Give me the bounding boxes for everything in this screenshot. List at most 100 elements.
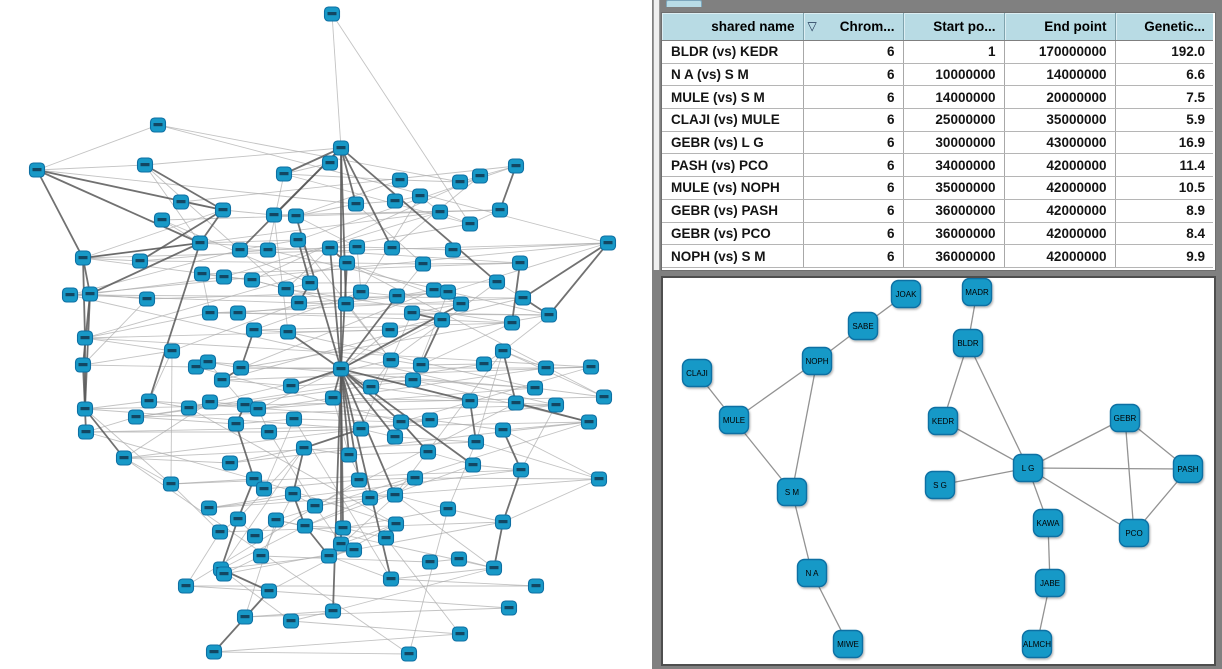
network-node[interactable] — [301, 275, 319, 291]
network-node[interactable] — [512, 462, 530, 478]
network-node[interactable] — [277, 281, 295, 297]
main-network-panel[interactable] — [0, 0, 652, 669]
network-edge[interactable] — [84, 312, 211, 339]
network-node[interactable] — [451, 174, 469, 190]
network-node[interactable] — [231, 242, 249, 258]
network-edge[interactable] — [221, 319, 443, 381]
network-node[interactable] — [332, 140, 350, 156]
network-edge[interactable] — [290, 620, 461, 635]
network-node[interactable] — [507, 158, 525, 174]
network-edge[interactable] — [244, 519, 277, 618]
network-node[interactable] — [387, 516, 405, 532]
network-edge[interactable] — [502, 314, 550, 352]
network-node[interactable] — [232, 360, 250, 376]
network-node[interactable] — [214, 202, 232, 218]
network-node[interactable] — [439, 284, 457, 300]
network-node[interactable] — [347, 196, 365, 212]
network-node[interactable] — [514, 290, 532, 306]
network-edge[interactable] — [85, 416, 137, 433]
network-node[interactable] — [246, 528, 264, 544]
network-node[interactable] — [414, 256, 432, 272]
network-edge[interactable] — [82, 298, 148, 366]
network-edge[interactable] — [213, 633, 461, 653]
network-node[interactable] — [215, 566, 233, 582]
table-row[interactable]: MULE (vs) NOPH 6 35000000 42000000 10.5 — [662, 176, 1213, 200]
network-node[interactable] — [249, 401, 267, 417]
network-node[interactable] — [243, 272, 261, 288]
network-node[interactable] — [386, 429, 404, 445]
network-node[interactable] — [461, 393, 479, 409]
network-edge[interactable] — [263, 479, 360, 490]
network-node[interactable] — [172, 194, 190, 210]
network-node[interactable] — [471, 168, 489, 184]
network-edge[interactable] — [332, 368, 342, 612]
network-node[interactable] — [287, 208, 305, 224]
network-edge[interactable] — [502, 469, 522, 523]
network-edge[interactable] — [84, 400, 150, 410]
network-node[interactable] — [345, 542, 363, 558]
network-node[interactable] — [582, 359, 600, 375]
network-edge[interactable] — [257, 387, 536, 410]
network-node[interactable] — [580, 414, 598, 430]
network-edge[interactable] — [144, 164, 300, 304]
network-node[interactable] — [260, 583, 278, 599]
network-edge[interactable] — [283, 147, 342, 175]
network-node[interactable] — [267, 512, 285, 528]
network-edge[interactable] — [69, 242, 609, 296]
network-node[interactable] — [352, 421, 370, 437]
network-node[interactable] — [255, 481, 273, 497]
network-node[interactable] — [488, 274, 506, 290]
network-edge[interactable] — [36, 169, 224, 211]
network-edge[interactable] — [502, 478, 600, 523]
node-shape[interactable] — [1012, 453, 1044, 483]
network-node[interactable] — [285, 411, 303, 427]
network-node[interactable] — [229, 305, 247, 321]
network-node[interactable] — [163, 343, 181, 359]
network-edge[interactable] — [292, 447, 305, 495]
network-node[interactable] — [260, 424, 278, 440]
network-node[interactable] — [265, 207, 283, 223]
network-edge[interactable] — [370, 386, 471, 402]
network-node[interactable] — [452, 296, 470, 312]
network-node[interactable] — [526, 380, 544, 396]
network-edge[interactable] — [475, 441, 600, 480]
network-edge[interactable] — [502, 350, 605, 398]
node-shape[interactable] — [924, 470, 956, 500]
network-node[interactable] — [503, 315, 521, 331]
network-edge[interactable] — [263, 418, 295, 490]
network-edge[interactable] — [548, 242, 609, 316]
network-node[interactable] — [201, 305, 219, 321]
network-node[interactable] — [76, 401, 94, 417]
column-header-end-point[interactable]: End point — [1004, 13, 1116, 41]
network-node[interactable] — [61, 287, 79, 303]
network-node[interactable] — [77, 424, 95, 440]
table-row[interactable]: GEBR (vs) L G 6 30000000 43000000 16.9 — [662, 131, 1213, 155]
network-edge[interactable] — [82, 209, 224, 259]
network-edge[interactable] — [303, 428, 362, 449]
network-node[interactable] — [284, 486, 302, 502]
network-edge[interactable] — [222, 209, 275, 216]
main-network-canvas[interactable] — [0, 0, 652, 669]
network-edge[interactable] — [235, 418, 295, 425]
node-l-g[interactable]: L G — [1012, 453, 1044, 483]
network-edge[interactable] — [273, 214, 289, 333]
network-edge[interactable] — [394, 494, 495, 569]
network-node[interactable] — [431, 204, 449, 220]
network-node[interactable] — [537, 360, 555, 376]
network-node[interactable] — [475, 356, 493, 372]
network-edge[interactable] — [340, 147, 498, 283]
network-node[interactable] — [527, 578, 545, 594]
network-edge[interactable] — [257, 397, 334, 410]
network-node[interactable] — [282, 613, 300, 629]
network-node[interactable] — [391, 172, 409, 188]
network-node[interactable] — [381, 322, 399, 338]
network-node[interactable] — [500, 600, 518, 616]
network-edge[interactable] — [411, 303, 462, 314]
network-edge[interactable] — [1027, 467, 1189, 470]
network-node[interactable] — [289, 232, 307, 248]
network-edge[interactable] — [82, 364, 87, 433]
network-edge[interactable] — [295, 179, 401, 217]
network-edge[interactable] — [148, 350, 173, 402]
network-node[interactable] — [599, 235, 617, 251]
network-edge[interactable] — [148, 242, 201, 402]
